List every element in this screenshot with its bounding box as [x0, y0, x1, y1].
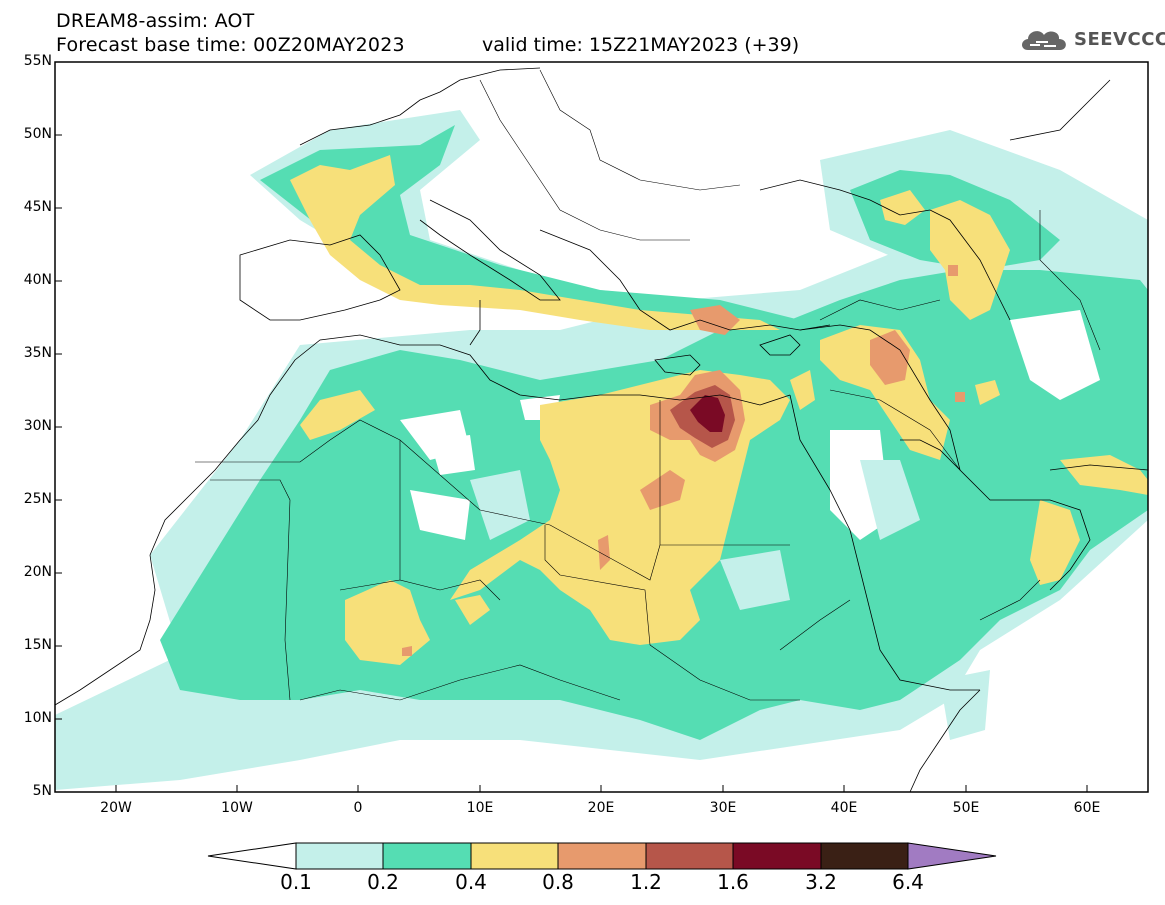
colorbar-label-1.6: 1.6: [717, 870, 749, 894]
colorbar-label-6.4: 6.4: [892, 870, 924, 894]
colorbar-under-arrow: [207, 842, 297, 870]
lon-tick-20e: 20E: [587, 800, 615, 816]
colorbar-label-0.2: 0.2: [367, 870, 399, 894]
lat-tick-15n: 15N: [23, 637, 52, 653]
colorbar-box-3.2: [820, 842, 909, 870]
logo-text: SEEVCCC: [1074, 29, 1165, 50]
colorbar-box-0.4: [470, 842, 559, 870]
aot-level-1.6: [690, 395, 725, 432]
colorbar-label-1.2: 1.2: [630, 870, 662, 894]
lat-tick-25n: 25N: [23, 491, 52, 507]
lon-tick-10e: 10E: [466, 800, 494, 816]
lat-tick-5n: 5N: [32, 783, 52, 799]
lat-tick-50n: 50N: [23, 126, 52, 142]
colorbar-label-0.8: 0.8: [542, 870, 574, 894]
colorbar: [207, 842, 997, 870]
aot-level-0.1-inner: [470, 460, 920, 610]
colorbar-box-1.6: [732, 842, 822, 870]
lon-tick-20w: 20W: [100, 800, 132, 816]
lon-tick-30e: 30E: [709, 800, 737, 816]
colorbar-box-1.2: [645, 842, 734, 870]
lat-tick-20n: 20N: [23, 564, 52, 580]
colorbar-box-0.1: [295, 842, 384, 870]
coastlines: [55, 67, 1148, 792]
lon-tick-60e: 60E: [1073, 800, 1101, 816]
lat-tick-55n: 55N: [23, 53, 52, 69]
lat-tick-30n: 30N: [23, 418, 52, 434]
colorbar-over-arrow: [907, 842, 997, 870]
lon-tick-50e: 50E: [952, 800, 980, 816]
aot-shading: [55, 62, 1148, 792]
base-time-label: Forecast base time: 00Z20MAY2023: [56, 34, 405, 56]
lon-tick-0: 0: [353, 800, 363, 816]
lon-tick-40e: 40E: [830, 800, 858, 816]
seevccc-logo: SEEVCCC: [1018, 24, 1165, 58]
colorbar-label-3.2: 3.2: [805, 870, 837, 894]
colorbar-box-0.2: [382, 842, 472, 870]
lon-tick-10w: 10W: [221, 800, 253, 816]
cloud-icon: [1022, 31, 1066, 50]
lat-tick-40n: 40N: [23, 272, 52, 288]
country-borders: [195, 69, 1101, 701]
colorbar-label-0.4: 0.4: [455, 870, 487, 894]
lat-tick-10n: 10N: [23, 710, 52, 726]
lat-tick-45n: 45N: [23, 199, 52, 215]
axis-ticks: [55, 61, 1088, 792]
colorbar-box-0.8: [557, 842, 647, 870]
valid-time-label: valid time: 15Z21MAY2023 (+39): [482, 34, 800, 56]
colorbar-label-0.1: 0.1: [280, 870, 312, 894]
map-title: DREAM8-assim: AOT: [56, 10, 255, 32]
lat-tick-35n: 35N: [23, 345, 52, 361]
